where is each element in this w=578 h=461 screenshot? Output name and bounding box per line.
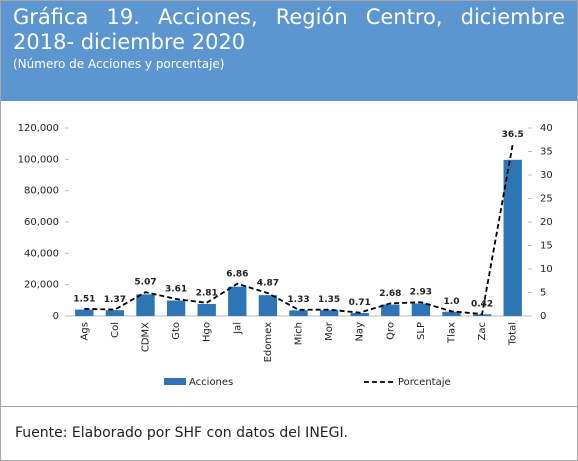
data-label: 3.61 <box>165 285 187 295</box>
x-tick-label: Mor <box>324 321 335 341</box>
bar <box>136 294 155 316</box>
x-tick-label: Jal <box>232 322 243 335</box>
data-label: 2.81 <box>196 288 218 298</box>
data-label: 1.0 <box>444 297 460 307</box>
legend-label: Porcentaje <box>398 377 451 388</box>
data-label: 1.51 <box>73 294 95 304</box>
bar <box>258 295 278 316</box>
y2-tick-label: 40 <box>540 123 553 134</box>
data-label: 36.5 <box>502 130 524 140</box>
data-label: 2.68 <box>379 289 401 299</box>
x-tick-label: Hgo <box>202 322 213 342</box>
bar <box>289 310 308 316</box>
y-tick-label: 60,000 <box>24 217 59 228</box>
y-tick-label: 0 <box>53 311 59 322</box>
y2-tick-label: 35 <box>540 147 553 158</box>
data-label: 5.07 <box>134 278 156 288</box>
y2-tick-label: 20 <box>540 217 553 228</box>
footer: Fuente: Elaborado por SHF con datos del … <box>1 406 577 460</box>
data-label: 0.42 <box>471 300 493 310</box>
chart: 0 20,000 40,000 60,000 80,000 100,000 120,000 0… <box>18 123 553 388</box>
line <box>84 144 514 315</box>
x-tick-label: Mich <box>294 322 305 345</box>
x-tick-label: Zac <box>477 322 488 340</box>
title: Gráfica 19. Acciones, Región Centro, dic… <box>13 5 565 54</box>
x-tick-label: Col <box>110 322 121 338</box>
bar <box>503 159 522 316</box>
y2-tick-label: 0 <box>540 311 546 322</box>
bar <box>472 314 492 316</box>
bar <box>442 311 461 316</box>
data-label: 6.86 <box>226 269 248 279</box>
y-tick-label: 40,000 <box>24 248 59 259</box>
data-label: 1.33 <box>287 295 309 305</box>
y-tick-label: 20,000 <box>24 280 59 291</box>
x-tick-label: Ags <box>79 322 90 340</box>
x-tick-label: Gto <box>171 322 182 340</box>
header: Gráfica 19. Acciones, Región Centro, dic… <box>1 1 577 101</box>
bar <box>350 313 369 316</box>
bar <box>319 310 339 316</box>
y2-tick-label: 15 <box>540 241 553 252</box>
bar <box>197 303 216 316</box>
x-tick-label: Tlax <box>447 322 458 344</box>
bar <box>228 286 247 316</box>
bar <box>166 300 186 316</box>
y-tick-label: 100,000 <box>18 154 59 165</box>
x-tick-label: SLP <box>416 322 427 340</box>
y2-tick-label: 30 <box>540 170 553 181</box>
bar <box>75 309 94 316</box>
x-tick-label: Edomex <box>263 322 274 363</box>
legend-swatch <box>164 378 186 385</box>
data-label: 1.35 <box>318 295 340 305</box>
legend-label: Acciones <box>189 377 233 388</box>
data-label: 0.71 <box>349 298 371 308</box>
x-tick-label: CDMX <box>141 322 152 352</box>
x-tick-label: Qro <box>385 322 396 340</box>
x-tick-label: Nay <box>355 322 366 342</box>
subtitle: (Número de Acciones y porcentaje) <box>13 57 225 71</box>
y2-tick-label: 5 <box>540 288 546 299</box>
data-label: 1.37 <box>104 295 126 305</box>
bar <box>411 303 431 316</box>
y2-tick-label: 10 <box>540 264 553 275</box>
bar <box>105 310 125 316</box>
data-label: 4.87 <box>257 279 279 289</box>
x-tick-label: Total <box>508 322 519 346</box>
bar <box>381 304 400 316</box>
y-tick-label: 80,000 <box>24 186 59 197</box>
y2-tick-label: 25 <box>540 194 553 205</box>
y-tick-label: 120,000 <box>18 123 59 134</box>
data-label: 2.93 <box>410 288 432 298</box>
